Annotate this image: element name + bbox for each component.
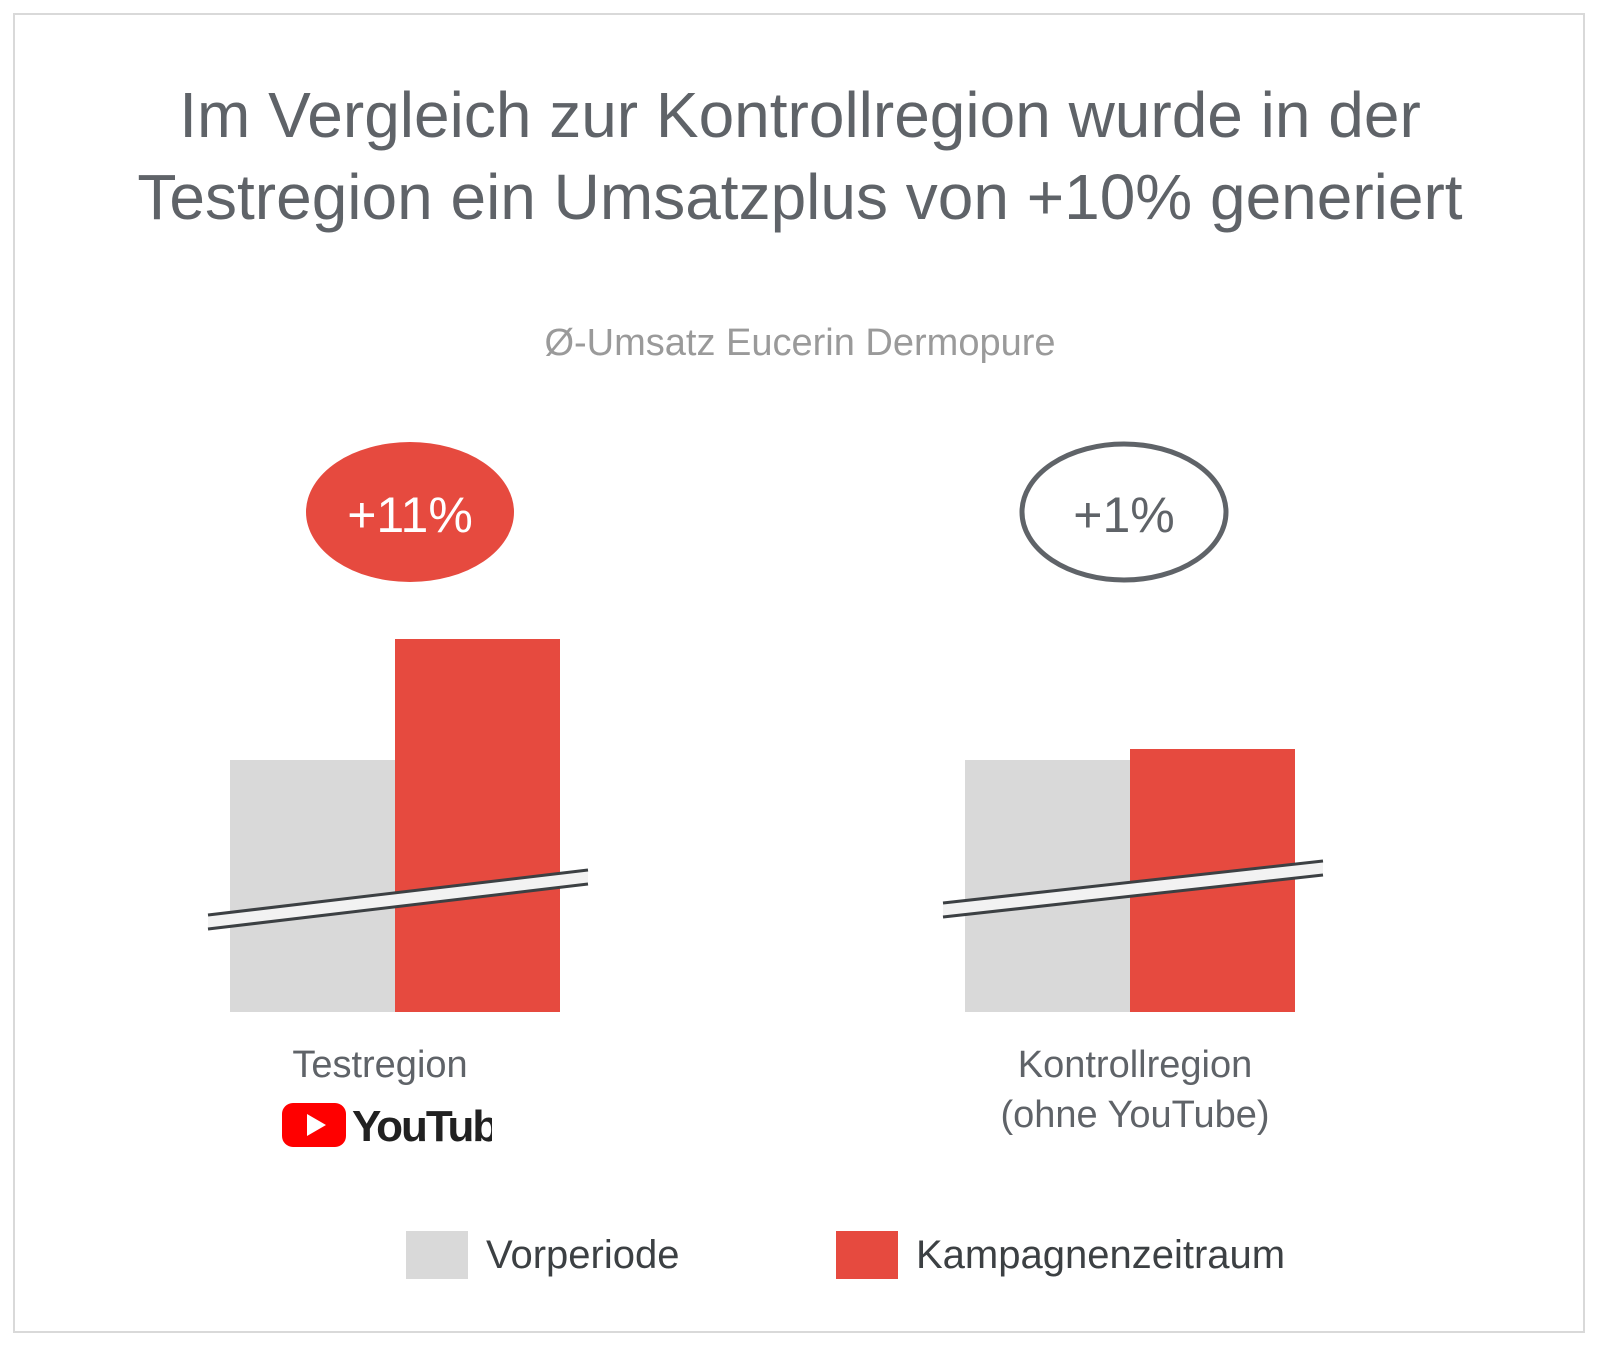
category-label-kontrollregion-line-2: (ohne YouTube) <box>1000 1094 1270 1136</box>
youtube-wordmark: YouTube <box>352 1102 492 1150</box>
legend-swatch-vorperiode <box>406 1231 468 1279</box>
change-badge-testregion: +11% <box>306 442 514 582</box>
legend-label-vorperiode: Vorperiode <box>486 1232 680 1277</box>
change-badge-kontrollregion: +1% <box>1019 441 1229 583</box>
page-title-line-1: Im Vergleich zur Kontrollregion wurde in… <box>179 79 1421 151</box>
legend-label-kampagnenzeitraum: Kampagnenzeitraum <box>916 1232 1286 1277</box>
bar-testregion-vorperiode <box>230 760 395 1012</box>
axis-break-testregion <box>207 868 589 931</box>
category-label-testregion: Testregion <box>292 1044 468 1086</box>
legend-item-kampagnenzeitraum: Kampagnenzeitraum <box>836 1230 1285 1280</box>
chart-subtitle: Ø-Umsatz Eucerin Dermopure <box>544 322 1056 364</box>
youtube-logo: YouTube <box>282 1102 492 1150</box>
chart-frame <box>13 13 1585 1333</box>
legend-item-vorperiode: Vorperiode <box>406 1230 679 1280</box>
axis-break-kontrollregion <box>942 859 1324 919</box>
category-label-kontrollregion: Kontrollregion (ohne YouTube) <box>955 1040 1315 1140</box>
bar-testregion-kampagnenzeitraum <box>395 639 560 1012</box>
page-title-line-2: Testregion ein Umsatzplus von +10% gener… <box>137 161 1463 233</box>
legend-swatch-kampagnenzeitraum <box>836 1231 898 1279</box>
change-label-testregion: +11% <box>347 487 473 543</box>
change-label-kontrollregion: +1% <box>1073 487 1174 543</box>
category-label-kontrollregion-line-1: Kontrollregion <box>1017 1044 1253 1086</box>
